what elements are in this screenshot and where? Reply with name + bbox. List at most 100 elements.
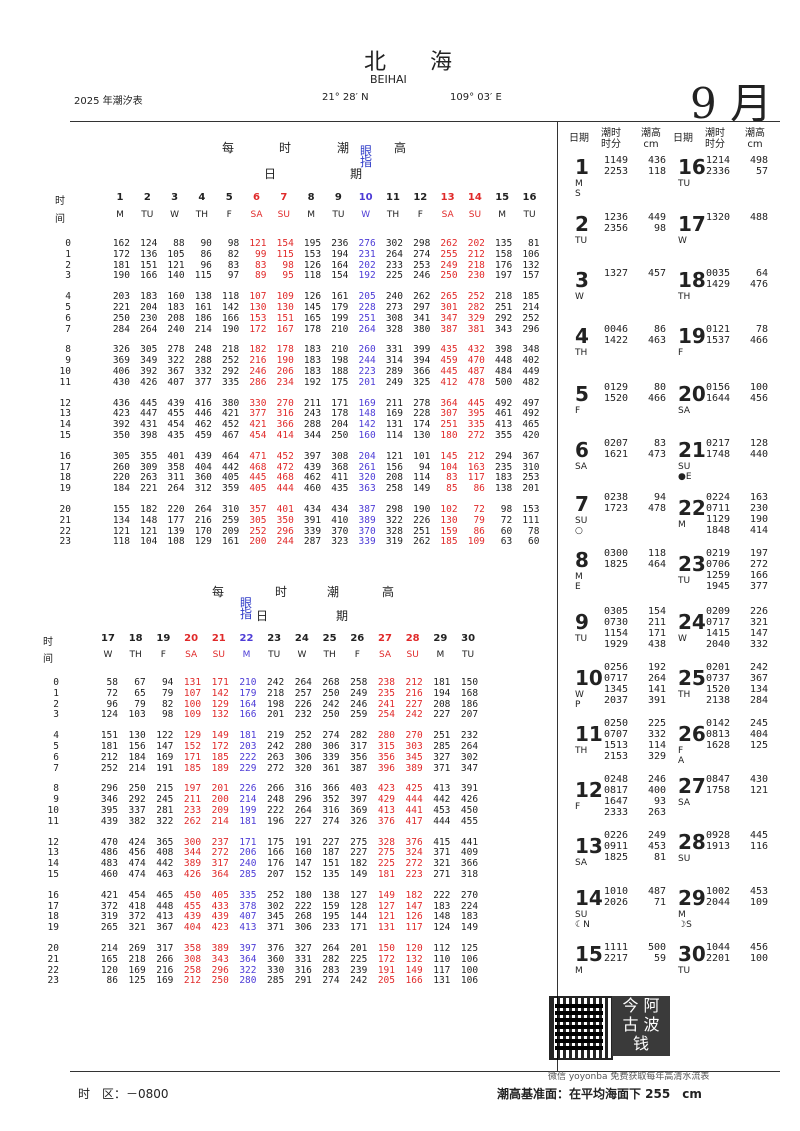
tide-height-cell: 130 — [440, 514, 458, 526]
tide-height-cell: 306 — [322, 741, 340, 752]
tide-height-cell: 472 — [276, 461, 294, 473]
tide-height-cell: 206 — [276, 366, 294, 377]
tide-height-cell: 417 — [405, 815, 423, 827]
tide-height-cell: 287 — [303, 536, 322, 548]
tide-height-cell: 182 — [350, 858, 368, 870]
tide-height-cell: 135 — [322, 869, 340, 880]
tide-height-cell: 242 — [350, 975, 368, 987]
tide-height-cell: 67 — [134, 677, 146, 688]
tide-height-cell: 183 — [433, 900, 451, 912]
tide-height-cell: 186 — [460, 698, 479, 710]
hour-label: 0 — [53, 677, 59, 688]
tide-height-cell: 194 — [433, 687, 451, 699]
tide-height-cell: 106 — [522, 248, 540, 260]
hl-height: 80 — [653, 382, 666, 393]
tide-height-cell: 182 — [140, 504, 158, 515]
tide-height-cell: 345 — [267, 911, 285, 923]
weekday-header: W — [103, 650, 113, 660]
tide-height-cell: 104 — [140, 536, 158, 548]
tide-height-cell: 79 — [161, 687, 174, 699]
tide-height-cell: 232 — [460, 730, 479, 742]
tide-height-cell: 63 — [500, 536, 513, 548]
tide-height-cell: 350 — [276, 514, 294, 526]
tide-height-cell: 439 — [100, 815, 118, 827]
tide-height-cell: 348 — [522, 344, 540, 356]
tide-height-cell: 465 — [156, 889, 174, 901]
tide-height-cell: 172 — [211, 741, 229, 752]
tide-height-cell: 335 — [222, 376, 240, 388]
tide-height-cell: 204 — [140, 302, 158, 313]
hl-weekday: TU — [575, 634, 588, 644]
hl-weekday: TU — [678, 576, 691, 586]
tide-height-cell: 156 — [385, 461, 403, 473]
tide-height-cell: 200 — [249, 536, 267, 548]
hl-time: 1644 — [706, 393, 731, 404]
tide-height-cell: 387 — [350, 762, 368, 774]
hl-day: 7 — [575, 492, 589, 516]
tide-height-cell: 459 — [194, 430, 212, 441]
tide-height-cell: 484 — [495, 366, 513, 377]
eye-label-2: 眼指 — [240, 596, 253, 621]
day-header: 28 — [405, 633, 420, 644]
tide-height-cell: 445 — [140, 397, 158, 409]
tide-height-cell: 415 — [433, 836, 451, 848]
tide-height-cell: 233 — [322, 922, 340, 934]
tide-height-cell: 389 — [211, 943, 229, 954]
tide-height-cell: 431 — [140, 419, 158, 431]
hl-time: 0813 — [706, 729, 731, 740]
tide-height-cell: 199 — [239, 805, 257, 816]
tide-height-cell: 339 — [358, 536, 376, 548]
hl-day: 10 — [575, 666, 603, 690]
tide-height-cell: 211 — [303, 397, 322, 409]
tide-height-cell: 235 — [495, 461, 513, 473]
tide-height-cell: 288 — [194, 355, 212, 367]
tide-height-cell: 72 — [106, 687, 118, 699]
tide-height-cell: 189 — [211, 762, 229, 774]
tide-height-cell: 292 — [495, 312, 513, 324]
hl-time: 0238 — [604, 492, 629, 503]
tide-height-cell: 409 — [460, 847, 479, 859]
tide-height-cell: 254 — [377, 709, 395, 721]
tide-height-cell: 285 — [433, 741, 451, 752]
hl-time: 2336 — [706, 166, 731, 177]
tide-height-cell: 252 — [222, 355, 240, 367]
hl-height: 245 — [749, 718, 768, 729]
tide-height-cell: 195 — [322, 911, 340, 923]
tide-height-cell: 497 — [522, 397, 540, 409]
tide-height-cell: 404 — [194, 461, 212, 473]
tide-height-cell: 264 — [358, 323, 376, 335]
tide-height-cell: 403 — [350, 783, 368, 795]
hl-time: 1044 — [706, 942, 731, 953]
tide-height-cell: 460 — [303, 483, 322, 495]
tide-height-cell: 289 — [385, 366, 403, 377]
tide-height-cell: 445 — [249, 472, 267, 484]
tide-height-cell: 436 — [112, 397, 130, 409]
hl-height: 154 — [647, 606, 666, 617]
tide-height-cell: 358 — [183, 943, 202, 954]
tide-height-cell: 248 — [194, 344, 212, 356]
tide-height-cell: 270 — [276, 397, 294, 409]
tide-height-cell: 447 — [140, 408, 158, 420]
hl-weekday: SA — [575, 858, 588, 868]
tide-height-cell: 305 — [112, 450, 130, 462]
tide-height-cell: 439 — [167, 397, 185, 409]
hl-height: 94 — [653, 492, 666, 503]
tide-height-cell: 190 — [222, 323, 240, 335]
tide-height-cell: 314 — [385, 355, 403, 367]
tide-height-cell: 198 — [267, 698, 285, 710]
tide-height-cell: 144 — [350, 911, 368, 923]
hl-weekday: SU — [678, 854, 691, 864]
tide-height-cell: 344 — [303, 430, 322, 441]
hour-label: 4 — [65, 291, 71, 303]
tide-height-cell: 492 — [522, 408, 540, 420]
tide-height-cell: 307 — [440, 408, 458, 420]
tide-height-cell: 118 — [112, 536, 130, 548]
tide-height-cell: 147 — [156, 741, 174, 752]
hl-height: 192 — [647, 662, 666, 673]
hl-day: 26 — [678, 722, 706, 746]
tide-height-cell: 311 — [167, 472, 185, 484]
tide-height-cell: 263 — [140, 472, 158, 484]
tide-height-cell: 366 — [460, 858, 479, 870]
tide-height-cell: 171 — [211, 677, 229, 688]
hl-day: 9 — [575, 610, 589, 634]
